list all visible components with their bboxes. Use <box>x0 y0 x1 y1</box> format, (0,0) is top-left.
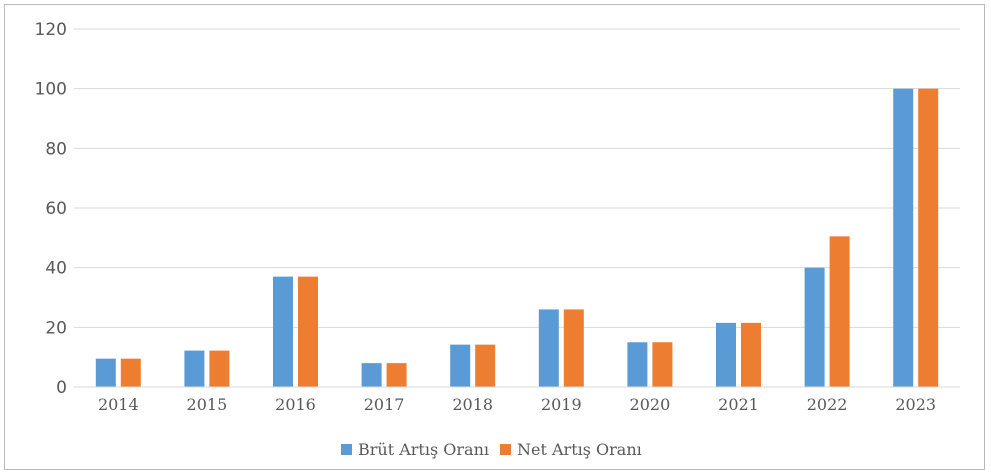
legend-swatch-brut <box>341 444 352 455</box>
bar-net-2014 <box>120 358 141 387</box>
legend-label-brut: Brüt Artış Oranı <box>358 440 489 459</box>
x-tick-label: 2021 <box>718 395 759 414</box>
x-tick-label: 2016 <box>275 395 316 414</box>
bar-net-2016 <box>298 276 318 387</box>
legend-label-net: Net Artış Oranı <box>517 440 642 459</box>
y-tick-label: 20 <box>45 318 67 338</box>
x-tick-label: 2023 <box>895 395 936 414</box>
bar-net-2015 <box>209 350 230 387</box>
y-tick-label: 0 <box>56 378 67 398</box>
legend-swatch-net <box>500 444 511 455</box>
x-tick-label: 2017 <box>364 395 405 414</box>
y-tick-label: 80 <box>45 139 67 159</box>
bar-net-2021 <box>741 322 761 387</box>
y-tick-label: 60 <box>45 199 67 219</box>
bar-brut-2019 <box>538 309 559 387</box>
bar-brut-2022 <box>804 267 825 387</box>
bar-brut-2016 <box>273 276 293 387</box>
bar-net-2020 <box>652 342 673 387</box>
y-tick-label: 100 <box>35 80 67 100</box>
y-tick-label: 40 <box>45 259 67 279</box>
bar-brut-2015 <box>184 350 205 387</box>
chart-frame <box>4 4 985 470</box>
bar-net-2022 <box>829 236 850 387</box>
bar-brut-2020 <box>627 342 648 387</box>
bar-net-2023 <box>918 88 939 388</box>
x-axis-ticks: 2014 2015 2016 2017 2018 2019 2020 2021 2022 2023 <box>98 395 936 414</box>
x-tick-label: 2015 <box>187 395 228 414</box>
bar-net-2019 <box>563 309 584 387</box>
x-tick-label: 2014 <box>98 395 139 414</box>
bar-net-2018 <box>475 344 496 387</box>
y-tick-label: 120 <box>35 20 67 40</box>
bar-brut-2014 <box>95 358 116 387</box>
grid-lines <box>74 28 960 328</box>
bar-brut-2018 <box>450 344 471 387</box>
y-axis-ticks: 0 20 40 60 80 100 120 <box>35 20 67 398</box>
x-tick-label: 2018 <box>452 395 493 414</box>
x-tick-label: 2022 <box>807 395 848 414</box>
bar-brut-2021 <box>716 322 736 387</box>
bar-net-2017 <box>386 363 407 387</box>
legend: Brüt Artış Oranı Net Artış Oranı <box>341 440 642 459</box>
bar-brut-2023 <box>893 88 914 388</box>
bars <box>95 88 939 388</box>
x-tick-label: 2020 <box>630 395 671 414</box>
x-tick-label: 2019 <box>541 395 582 414</box>
bar-brut-2017 <box>361 363 382 387</box>
